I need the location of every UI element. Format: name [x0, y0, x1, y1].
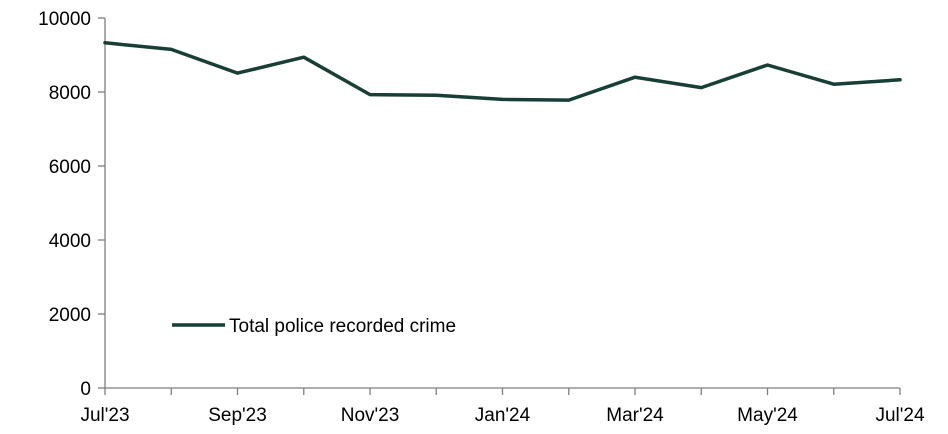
data-point [633, 75, 637, 79]
data-point [501, 97, 504, 101]
data-point [368, 93, 372, 97]
series-line [103, 41, 902, 102]
y-tick-label: 4000 [49, 231, 91, 252]
data-point [699, 86, 703, 90]
data-point [832, 82, 836, 86]
data-point [766, 63, 769, 67]
data-point [302, 55, 306, 59]
x-tick-label: May'24 [737, 405, 798, 426]
x-tick-label: Mar'24 [606, 405, 664, 426]
data-point [898, 78, 902, 82]
x-tick-label: Jan'24 [475, 405, 531, 426]
axes: 0 2000 4000 6000 8000 10000 Jul'23 Sep'23 Nov'23… [38, 9, 925, 426]
data-point [169, 47, 173, 51]
y-tick-label: 8000 [49, 83, 91, 104]
data-point [434, 93, 438, 97]
y-tick-label: 10000 [38, 9, 91, 30]
data-point [567, 98, 571, 102]
y-tick-label: 2000 [49, 305, 91, 326]
x-tick-label: Jul'24 [875, 405, 924, 426]
x-tick-label: Jul'23 [80, 405, 129, 426]
x-tick-label: Nov'23 [341, 405, 400, 426]
data-point [103, 41, 107, 45]
legend-label: Total police recorded crime [229, 316, 456, 337]
data-point [236, 71, 239, 75]
y-tick-label: 0 [80, 379, 91, 400]
legend: Total police recorded crime [172, 316, 456, 337]
y-tick-label: 6000 [49, 157, 91, 178]
series-layer [103, 41, 902, 102]
x-tick-label: Sep'23 [208, 405, 267, 426]
